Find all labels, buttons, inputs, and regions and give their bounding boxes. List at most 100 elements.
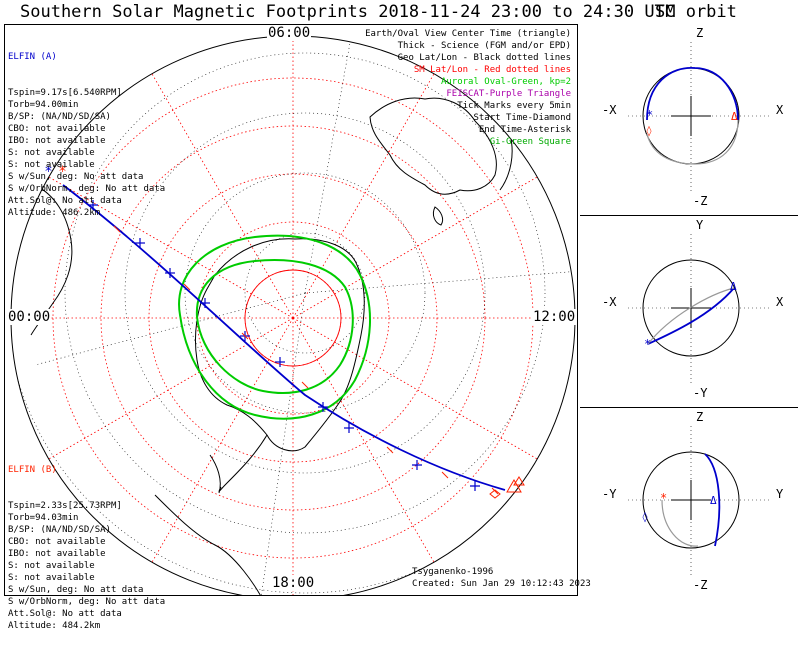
orbit-xz-panel: * Δ ◊ Z -Z -X X <box>580 24 798 216</box>
elfin_b-line: Torb=94.03min <box>8 513 79 523</box>
elfin-a-track <box>62 184 506 491</box>
australia-coast <box>369 97 497 195</box>
created-timestamp: Created: Sun Jan 29 10:12:43 2023 <box>412 579 591 589</box>
antarctica-coast <box>194 238 365 452</box>
elfin_b-line: CBO: not available <box>8 537 106 547</box>
orbit-start: * <box>660 491 667 505</box>
end-triangle <box>506 479 522 493</box>
elfin_a-line: Altitude: 486.2km <box>8 208 101 218</box>
geo-lat-circle <box>64 52 546 534</box>
elfin-a-lines: Tspin=9.17s[6.540RPM] Torb=94.00min B/SP: … <box>8 87 165 219</box>
elfin_b-line: IBO: not available <box>8 549 106 559</box>
orbit-xz-plot: * Δ ◊ <box>628 42 770 194</box>
orbit-xz-left-label: -X <box>602 103 617 117</box>
legend-entry: SM Lat/Lon - Red dotted lines <box>413 65 571 75</box>
legend-entry: Gi-Green Square <box>489 137 571 147</box>
start-asterisk-b: * <box>59 164 66 180</box>
orbit-start: * <box>646 108 653 122</box>
elfin_a-line: S w/OrbNorm, deg: No att data <box>8 184 166 194</box>
auroral-oval-outer <box>178 234 372 420</box>
elfin_a-line: IBO: not available <box>8 136 106 146</box>
geo-lat-circle <box>244 232 366 354</box>
mlt-label-bottom: 18:00 <box>271 575 316 591</box>
orbit-xy-right-label: X <box>776 295 784 309</box>
orbit-track <box>646 67 739 121</box>
elfin-b-info: ELFIN (B) Tspin=2.33s[25.73RPM] Torb=94.0… <box>8 440 165 656</box>
orbit-track-back <box>661 499 699 547</box>
sm-lon-line <box>292 317 435 563</box>
mlt-label-top: 06:00 <box>267 25 312 41</box>
elfin_a-line: Torb=94.00min <box>8 100 79 110</box>
elfin-b-lines: Tspin=2.33s[25.73RPM] Torb=94.03min B/SP: … <box>8 500 165 632</box>
elfin_a-line: Att.Sol@: No att data <box>8 196 122 206</box>
auroral-oval-inner <box>195 259 354 394</box>
elfin_a-line: B/SP: (NA/ND/SD/SA) <box>8 112 111 122</box>
mlt-label-right: 12:00 <box>532 309 577 325</box>
sm-lon-line <box>48 176 294 319</box>
orbit-yz-right-label: Y <box>776 487 784 501</box>
orbit-yz-left-label: -Y <box>602 487 617 501</box>
orbit-xy-bottom-label: -Y <box>693 386 708 400</box>
elfin-b-label: ELFIN (B) <box>8 465 57 475</box>
orbit-xy-panel: * Δ Y -Y -X X <box>580 216 798 408</box>
orbit-track-back <box>646 119 739 165</box>
orbit-diamond: ◊ <box>646 125 652 137</box>
geo-lon-line <box>259 292 306 595</box>
geo-lon-line <box>34 292 306 366</box>
earth-outline <box>642 259 740 357</box>
sm-lon-line <box>292 73 435 319</box>
legend-entry: Tick Marks every 5min <box>457 101 571 111</box>
legend: Earth/Oval View Center Time (triangle) Th… <box>365 28 571 148</box>
main-title: Southern Solar Magnetic Footprints 2018-… <box>20 2 676 22</box>
elfin_a-line: Tspin=9.17s[6.540RPM] <box>8 88 122 98</box>
elfin-b-tick <box>491 487 499 495</box>
legend-entry: Geo Lat/Lon - Black dotted lines <box>397 53 571 63</box>
tasmania-coast <box>432 206 444 226</box>
orbit-xz-bottom-label: -Z <box>693 194 708 208</box>
elfin-a-info: ELFIN (A) Tspin=9.17s[6.540RPM] Torb=94.0… <box>8 27 165 243</box>
geo-lat-circle <box>184 172 426 414</box>
elfin_a-line: S: not available <box>8 148 95 158</box>
model-credit: Tsyganenko-1996 <box>412 567 494 577</box>
legend-entry: Earth/Oval View Center Time (triangle) <box>365 29 571 39</box>
orbit-yz-bottom-label: -Z <box>693 578 708 592</box>
elfin-a-label: ELFIN (A) <box>8 52 57 62</box>
south-america-coast <box>154 494 264 595</box>
orbit-xy-plot: *Δ <box>628 234 770 386</box>
elfin_b-line: Tspin=2.33s[25.73RPM] <box>8 501 122 511</box>
orbit-xy-top-label: Y <box>696 218 704 232</box>
orbit-end: Δ <box>710 494 717 507</box>
orbit-track <box>647 287 735 345</box>
orbit-track <box>704 453 721 547</box>
elfin_b-line: S w/Sun, deg: No att data <box>8 585 144 595</box>
footprint-panel: * * ELFIN (A) Tspin=9.17s[6.540RPM] Torb=9… <box>4 24 591 631</box>
elfin_b-line: S w/OrbNorm, deg: No att data <box>8 597 166 607</box>
orbit-end: Δ <box>731 110 738 123</box>
sm-lon-line <box>292 317 538 460</box>
start-asterisk: * <box>45 164 52 180</box>
orbit-end: Δ <box>730 280 737 293</box>
end-triangle-b <box>513 476 525 486</box>
sm-lon-line <box>48 317 294 460</box>
legend-entry: Thick - Science (FGM and/or EPD) <box>397 41 571 51</box>
elfin_b-line: B/SP: (NA/ND/SD/SA) <box>8 525 111 535</box>
orbit-yz-top-label: Z <box>696 410 704 424</box>
elfin_a-line: S: not available <box>8 160 95 170</box>
elfin-b-tick <box>241 332 249 340</box>
elfin-b-tick <box>301 381 309 389</box>
peninsula-coast <box>218 434 268 492</box>
sm-lon-line <box>292 176 538 319</box>
elfin_b-line: S: not available <box>8 573 95 583</box>
earth-outline <box>642 451 740 549</box>
orbit-title: SM orbit <box>655 2 737 22</box>
elfin-b-tick <box>113 225 121 233</box>
orbit-xz-right-label: X <box>776 103 784 117</box>
polar-plot: * * <box>10 35 576 595</box>
legend-entry: Auroral Oval-Green, kp=2 <box>440 77 571 87</box>
orbit-start: * <box>644 337 651 351</box>
elfin_b-line: S: not available <box>8 561 95 571</box>
elfin-b-tick <box>183 283 191 291</box>
clipped-layer <box>11 36 575 595</box>
orbit-diamond: ◊ <box>642 511 648 523</box>
elfin-b-tick <box>441 471 449 479</box>
